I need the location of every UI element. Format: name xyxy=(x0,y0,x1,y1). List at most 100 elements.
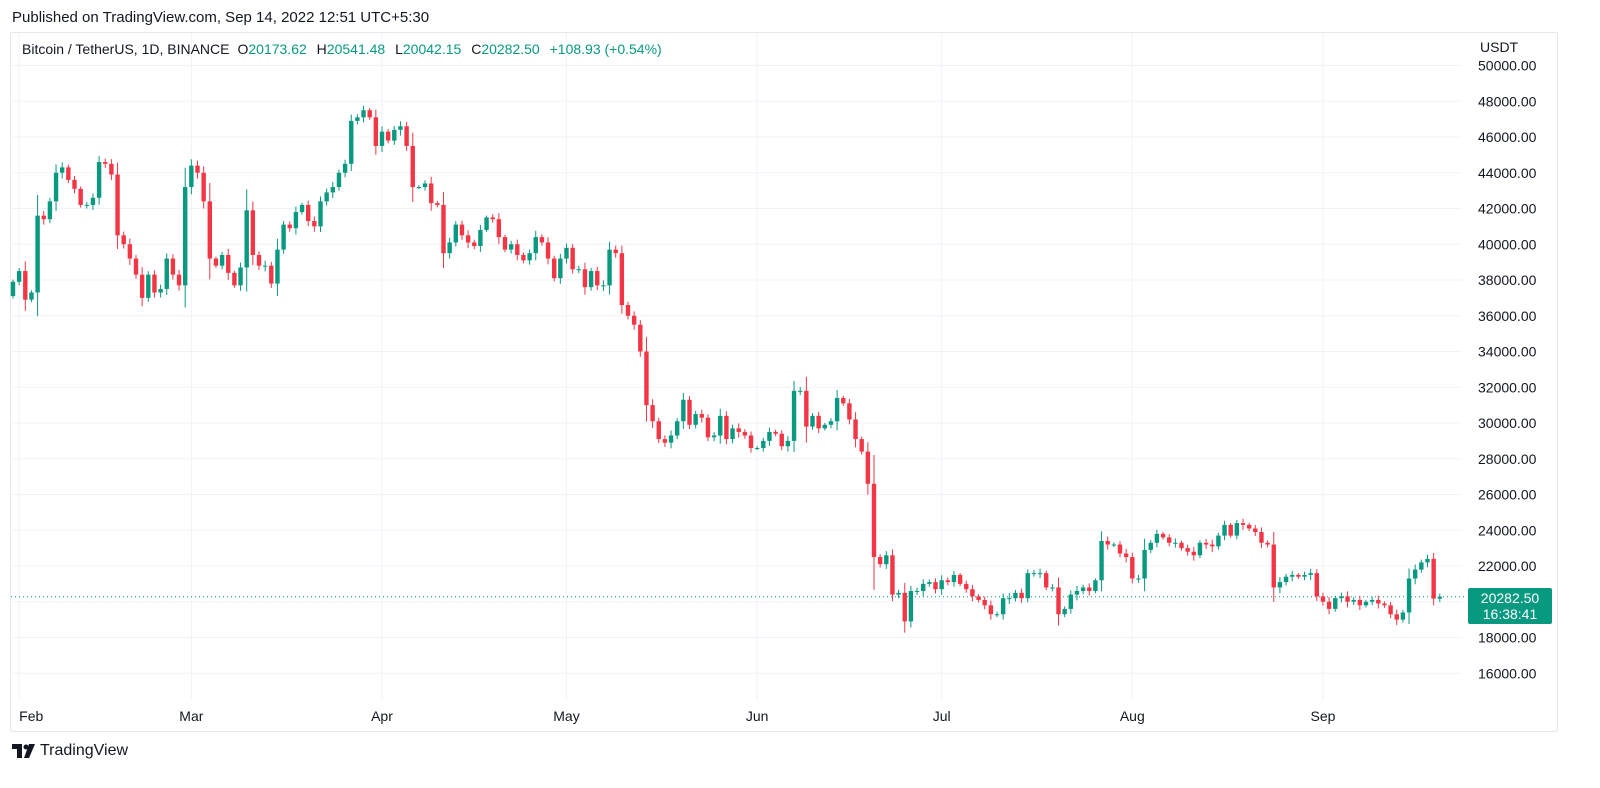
candle-body xyxy=(90,197,96,205)
candle-body xyxy=(798,390,803,392)
candle-body xyxy=(693,414,698,425)
candle-body xyxy=(109,163,114,175)
candle-body xyxy=(158,288,163,293)
candle-body xyxy=(1437,596,1442,599)
candle-body xyxy=(1388,605,1393,615)
candle-body xyxy=(785,440,791,447)
candle-body xyxy=(213,258,219,266)
candle-body xyxy=(595,271,600,286)
tradingview-logo-icon xyxy=(12,744,35,758)
candle-body xyxy=(1271,544,1276,588)
candle-body xyxy=(1333,598,1338,609)
candle-body xyxy=(478,229,483,247)
candle-body xyxy=(619,253,625,306)
candle-body xyxy=(1425,558,1430,563)
y-tick-label: 28000.00 xyxy=(1478,451,1537,467)
high-label: H xyxy=(316,41,327,57)
candle-body xyxy=(1228,524,1233,536)
candle-body xyxy=(1037,573,1043,575)
candle-body xyxy=(1210,544,1215,547)
candle-body xyxy=(884,555,889,565)
candle-body xyxy=(1007,598,1012,600)
x-tick-label: Jul xyxy=(933,708,951,724)
candle-body xyxy=(828,421,834,425)
candle-body xyxy=(508,244,514,250)
candle-body xyxy=(921,583,926,592)
candle-body xyxy=(275,249,280,284)
candle-body xyxy=(681,399,686,422)
candle-body xyxy=(625,305,631,316)
candle-body xyxy=(822,424,827,429)
candle-body xyxy=(342,163,348,173)
candle-body xyxy=(1246,524,1252,529)
candle-body xyxy=(367,110,372,118)
candle-layer xyxy=(10,105,1442,633)
candle-body xyxy=(902,592,907,622)
candle-body xyxy=(816,415,821,429)
candle-body xyxy=(1382,603,1387,606)
candle-body xyxy=(1197,542,1203,556)
candle-body xyxy=(779,433,784,447)
candle-body xyxy=(121,235,126,245)
x-tick-label: Jun xyxy=(746,708,769,724)
y-tick-label: 48000.00 xyxy=(1478,93,1537,109)
x-tick-label: Apr xyxy=(371,708,393,724)
candle-body xyxy=(1105,540,1110,545)
candle-body xyxy=(164,258,169,289)
candle-body xyxy=(754,448,760,450)
candle-body xyxy=(644,351,649,406)
y-axis-tick-labels: 16000.0018000.0020000.0022000.0024000.00… xyxy=(1478,58,1537,682)
candle-body xyxy=(877,557,883,565)
candle-body xyxy=(791,390,797,441)
candle-body xyxy=(219,254,225,266)
candle-body xyxy=(705,417,711,438)
candle-body xyxy=(964,583,969,590)
candle-body xyxy=(1056,587,1061,615)
grid-layer xyxy=(11,33,1462,700)
candle-body xyxy=(957,574,963,584)
tradingview-brand[interactable]: TradingView xyxy=(12,742,128,760)
candle-body xyxy=(533,237,538,254)
candle-body xyxy=(392,129,397,141)
candle-body xyxy=(890,555,895,595)
candle-body xyxy=(1031,573,1037,575)
candle-body xyxy=(1302,574,1307,577)
candle-body xyxy=(47,201,53,220)
high-value: 20541.48 xyxy=(326,41,386,57)
candle-body xyxy=(1136,578,1141,580)
candle-body xyxy=(1400,612,1406,620)
candle-body xyxy=(601,285,606,287)
candle-body xyxy=(1222,524,1227,536)
candle-body xyxy=(152,274,157,293)
candle-body xyxy=(1062,608,1067,615)
candle-body xyxy=(1074,591,1080,595)
candle-body xyxy=(539,237,545,243)
candle-body xyxy=(66,167,71,180)
candle-body xyxy=(834,397,840,422)
y-tick-label: 42000.00 xyxy=(1478,201,1537,217)
close-value: 20282.50 xyxy=(481,41,540,57)
candle-body xyxy=(865,451,871,484)
candle-body xyxy=(1345,596,1350,602)
candle-body xyxy=(281,224,286,250)
candle-body xyxy=(195,165,200,173)
y-tick-label: 26000.00 xyxy=(1478,487,1537,503)
y-tick-label: 34000.00 xyxy=(1478,344,1537,360)
candle-body xyxy=(398,126,403,130)
candle-body xyxy=(1185,548,1190,552)
candle-body xyxy=(84,204,89,206)
low-value: 20042.15 xyxy=(402,41,462,57)
candle-body xyxy=(552,258,557,279)
candle-body xyxy=(675,421,680,436)
candle-body xyxy=(1148,542,1153,550)
published-caption: Published on TradingView.com, Sep 14, 20… xyxy=(12,9,430,26)
candle-body xyxy=(1154,533,1160,543)
candle-body xyxy=(748,435,754,449)
candle-body xyxy=(773,431,778,434)
candle-body xyxy=(853,419,858,440)
candle-body xyxy=(232,272,237,286)
candle-body xyxy=(1000,598,1006,615)
y-tick-label: 44000.00 xyxy=(1478,165,1537,181)
candle-body xyxy=(189,165,194,188)
